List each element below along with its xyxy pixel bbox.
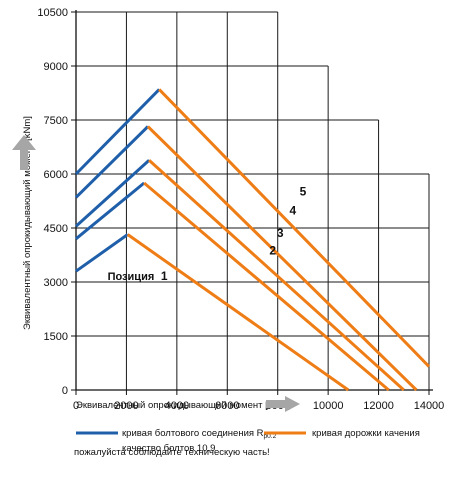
bolt-curve-2 bbox=[75, 181, 146, 240]
raceway-curve-2 bbox=[143, 181, 390, 392]
raceway-curve-5 bbox=[158, 88, 431, 368]
bolt-curve-3 bbox=[74, 159, 151, 228]
legend-bolt-label: кривая болтового соединения Rp0.2 bbox=[122, 428, 277, 440]
x-tick-label: 4000 bbox=[165, 400, 189, 412]
curve-label-1: 1 bbox=[161, 269, 168, 283]
y-axis-arrow bbox=[12, 135, 36, 170]
x-tick-label: 6000 bbox=[215, 400, 239, 412]
x-tick-label: 12000 bbox=[363, 400, 394, 412]
bolt-curve-1 bbox=[75, 233, 129, 273]
raceway-curve-4 bbox=[146, 125, 418, 392]
legend-raceway-label: кривая дорожки качения bbox=[312, 428, 420, 439]
x-axis-arrow bbox=[266, 396, 300, 412]
x-tick-label: 2000 bbox=[114, 400, 138, 412]
y-tick-label: 4500 bbox=[44, 223, 68, 235]
y-axis-label: Эквивалентный опрокидывающий момент [kNm… bbox=[22, 116, 33, 330]
curve-label-5: 5 bbox=[300, 185, 307, 199]
bolt-curve-5 bbox=[74, 88, 161, 176]
legend-bolt-line2: качество болтов 10.9 bbox=[122, 443, 215, 454]
curve-label-3: 3 bbox=[277, 226, 284, 240]
y-tick-label: 6000 bbox=[44, 169, 68, 181]
y-tick-label: 3000 bbox=[44, 277, 68, 289]
y-tick-label: 10500 bbox=[37, 7, 68, 19]
legend-bolt-subscript: p0.2 bbox=[264, 433, 277, 440]
x-tick-label: 0 bbox=[73, 400, 79, 412]
curve-label-4: 4 bbox=[289, 203, 296, 217]
curves bbox=[74, 88, 431, 392]
y-tick-label: 9000 bbox=[44, 61, 68, 73]
y-axis-ticks: 0 1500 3000 4500 6000 7500 9000 10500 bbox=[37, 7, 76, 397]
x-axis-ticks: 02000400060008000100001200014000 bbox=[73, 390, 444, 412]
grid bbox=[75, 10, 433, 391]
x-tick-label: 10000 bbox=[313, 400, 344, 412]
y-tick-label: 0 bbox=[62, 385, 68, 397]
y-tick-label: 1500 bbox=[44, 331, 68, 343]
bolt-curve-4 bbox=[74, 125, 149, 199]
raceway-curve-1 bbox=[126, 233, 350, 392]
position-label: Позиция bbox=[108, 271, 155, 283]
raceway-curve-3 bbox=[148, 159, 405, 392]
x-tick-label: 14000 bbox=[414, 400, 445, 412]
y-tick-label: 7500 bbox=[44, 115, 68, 127]
curve-label-2: 2 bbox=[269, 243, 276, 257]
footnote: пожалуйста соблюдайте техническую часть! bbox=[74, 447, 270, 458]
x-axis-label: Эквивалентный опрокидывающий момент [kNm… bbox=[76, 400, 290, 411]
